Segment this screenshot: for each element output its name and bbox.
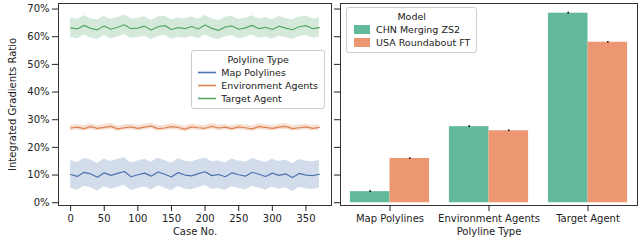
- svg-text:200: 200: [196, 213, 215, 224]
- html-text:CHN Merging ZS2: CHN Merging ZS2: [376, 24, 460, 35]
- svg-text:40%: 40%: [27, 86, 49, 97]
- html-text:USA Roundabout FT: USA Roundabout FT: [376, 37, 471, 48]
- svg-text:0%: 0%: [34, 197, 50, 208]
- svg-text:150: 150: [162, 213, 181, 224]
- svg-text:50%: 50%: [27, 59, 49, 70]
- svg-text:250: 250: [229, 213, 248, 224]
- html-text:Target Agent: Target Agent: [221, 93, 282, 104]
- svg-text:0: 0: [67, 213, 73, 224]
- svg-text:Map Polylines: Map Polylines: [356, 213, 424, 224]
- html-text:Environment Agents: Environment Agents: [221, 80, 318, 91]
- html-text:Polyline Type: Polyline Type: [227, 54, 289, 65]
- html-text:Map Polylines: Map Polylines: [221, 67, 286, 78]
- svg-text:100: 100: [128, 213, 147, 224]
- svg-text:70%: 70%: [27, 3, 49, 14]
- svg-text:20%: 20%: [27, 142, 49, 153]
- svg-text:Integrated Gradients Ratio: Integrated Gradients Ratio: [7, 38, 18, 171]
- svg-text:350: 350: [296, 213, 315, 224]
- svg-text:50: 50: [98, 213, 111, 224]
- svg-text:Environment Agents: Environment Agents: [438, 213, 540, 224]
- svg-text:60%: 60%: [27, 31, 49, 42]
- svg-text:Polyline Type: Polyline Type: [457, 226, 522, 237]
- svg-text:300: 300: [263, 213, 282, 224]
- svg-text:10%: 10%: [27, 169, 49, 180]
- svg-text:Case No.: Case No.: [173, 226, 217, 237]
- svg-text:30%: 30%: [27, 114, 49, 125]
- svg-text:Target Agent: Target Agent: [555, 213, 620, 224]
- html-text:Model: Model: [397, 11, 426, 22]
